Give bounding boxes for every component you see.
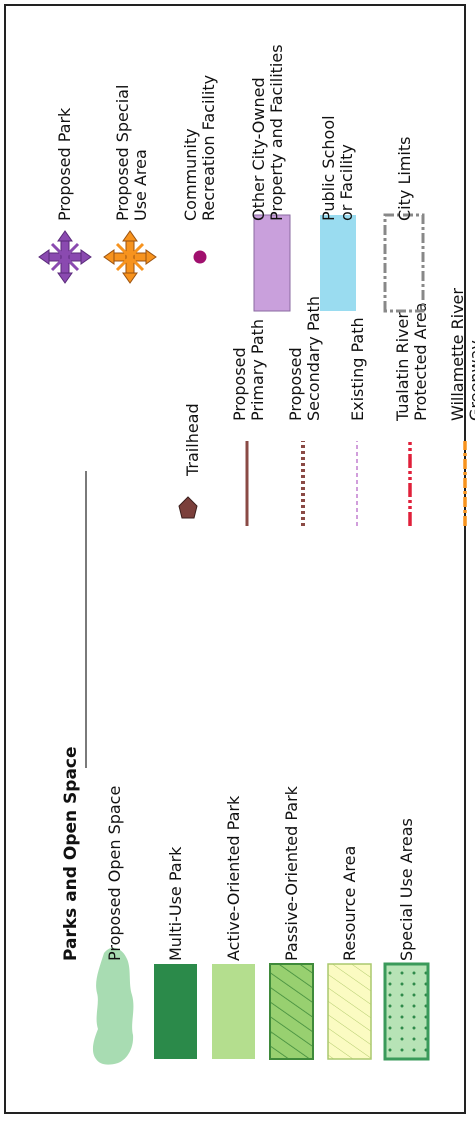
facility-label-special-use-2: Use Area [131, 149, 150, 221]
proposed-special-use-area-icon [103, 230, 157, 284]
proposed-park-icon [38, 230, 92, 284]
trail-label-primary-2: Primary Path [248, 319, 267, 421]
facility-label-city-owned-1: Other City-Owned [249, 77, 268, 221]
park-label-resource-area: Resource Area [340, 846, 359, 961]
trail-label-willamette-2: Greenway [466, 340, 475, 421]
passive-oriented-park-swatch [269, 963, 314, 1060]
park-label-multi-use: Multi-Use Park [166, 846, 185, 961]
legend-frame [4, 4, 466, 1114]
resource-area-swatch [327, 963, 372, 1060]
facility-label-community-2: Recreation Facility [199, 75, 218, 221]
public-school-swatch [320, 215, 356, 311]
facility-label-school-2: or Facility [337, 144, 356, 221]
legend-title: Parks and Open Space [61, 746, 81, 961]
trail-label-tualatin-1: Tualatin River [393, 312, 412, 422]
multi-use-park-swatch [154, 964, 197, 1059]
trail-label-secondary-1: Proposed [286, 347, 305, 421]
trail-label-tualatin-2: Protected Area [411, 303, 430, 421]
city-limits-swatch [383, 213, 425, 313]
trail-label-willamette-1: Willamette River [448, 288, 467, 421]
active-oriented-park-swatch [212, 964, 255, 1059]
trailhead-icon [178, 496, 198, 519]
special-use-areas-swatch [383, 962, 430, 1061]
proposed-open-space-swatch [92, 947, 134, 1065]
facility-label-community-1: Community [181, 128, 200, 221]
park-label-proposed-open-space: Proposed Open Space [105, 786, 124, 961]
facility-label-special-use-1: Proposed Special [113, 85, 132, 221]
park-label-passive-oriented: Passive-Oriented Park [282, 785, 301, 961]
trail-label-existing: Existing Path [348, 317, 367, 421]
city-owned-property-swatch [253, 214, 291, 312]
facility-label-proposed-park: Proposed Park [55, 107, 74, 221]
park-label-special-use-areas: Special Use Areas [397, 818, 416, 961]
trail-label-primary-1: Proposed [230, 347, 249, 421]
trail-label-secondary-2: Secondary Path [304, 296, 323, 421]
facility-label-city-limits: City Limits [395, 137, 414, 221]
facility-label-school-1: Public School [319, 115, 338, 221]
community-recreation-facility-icon [193, 250, 207, 264]
park-label-active-oriented: Active-Oriented Park [224, 795, 243, 961]
trail-label-trailhead: Trailhead [183, 403, 202, 477]
facility-label-city-owned-2: Property and Facilities [267, 44, 286, 221]
